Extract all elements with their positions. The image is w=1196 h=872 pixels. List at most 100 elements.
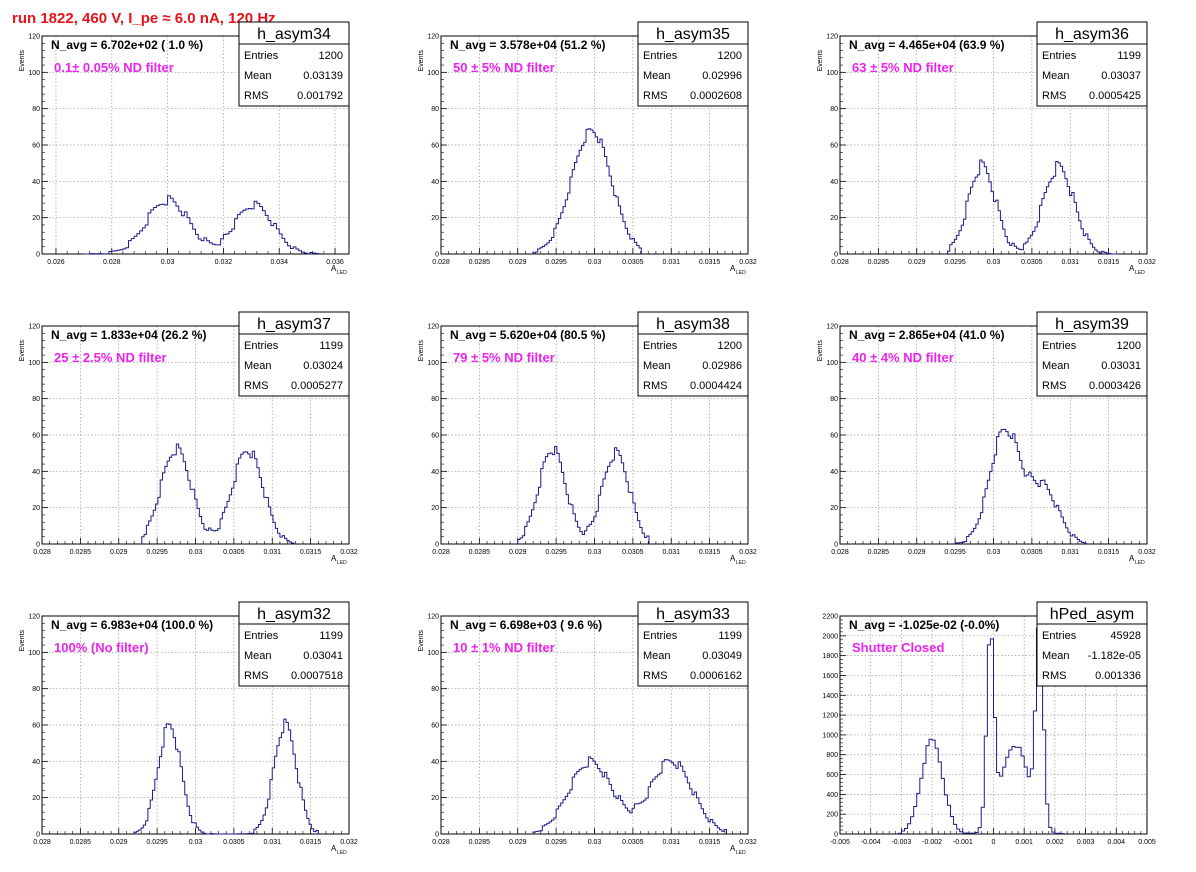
filter-label: 40 ± 4% ND filter: [852, 350, 954, 365]
histogram-name: h_asym39: [1055, 316, 1129, 333]
x-tick-label: 0.032: [215, 259, 233, 266]
x-tick-label: 0.0305: [622, 839, 644, 846]
y-tick-label: 40: [32, 469, 40, 476]
stat-value: 1199: [319, 340, 343, 352]
y-tick-label: 60: [32, 723, 40, 730]
x-axis-label-sub: LED: [337, 270, 347, 276]
y-tick-label: 60: [32, 143, 40, 150]
n-avg-label: N_avg = 6.698e+03 ( 9.6 %): [450, 618, 602, 632]
x-tick-label: 0.029: [509, 549, 527, 556]
x-tick-label: 0.03: [189, 839, 203, 846]
x-tick-label: 0.0315: [699, 259, 721, 266]
histogram-line: [517, 445, 650, 544]
x-tick-label: 0: [992, 839, 996, 846]
y-tick-label: 600: [826, 772, 838, 779]
stat-label: Entries: [244, 630, 279, 642]
y-axis-label: Events: [19, 630, 26, 652]
y-tick-label: 60: [431, 143, 439, 150]
histogram-name: h_asym38: [656, 316, 730, 333]
stat-value: 0.02986: [702, 360, 742, 372]
x-tick-label: 0.0295: [944, 549, 966, 556]
x-tick-label: 0.0295: [545, 839, 567, 846]
stat-value: -1.182e-05: [1088, 650, 1141, 662]
run-title: run 1822, 460 V, I_pe ≈ 6.0 nA, 120 Hz: [12, 10, 276, 27]
x-tick-label: 0.005: [1138, 839, 1156, 846]
x-tick-label: 0.031: [662, 259, 680, 266]
stat-value: 0.03037: [1101, 70, 1141, 82]
x-tick-label: 0.0315: [1098, 549, 1120, 556]
x-tick-label: 0.031: [263, 839, 281, 846]
filter-label: 79 ± 5% ND filter: [453, 350, 555, 365]
y-tick-label: 0: [36, 252, 40, 259]
stat-label: Mean: [643, 70, 671, 82]
n-avg-label: N_avg = 2.865e+04 (41.0 %): [849, 328, 1004, 342]
x-tick-label: 0.032: [1138, 259, 1156, 266]
x-tick-label: 0.036: [326, 259, 344, 266]
stats-box: [637, 601, 749, 687]
histogram-name: h_asym37: [257, 316, 331, 333]
histogram-line: [897, 627, 1065, 835]
y-tick-label: 80: [830, 106, 838, 113]
stat-label: Entries: [244, 50, 279, 62]
x-tick-label: 0.001: [1015, 839, 1033, 846]
y-tick-label: 2000: [822, 633, 838, 640]
filter-label: Shutter Closed: [852, 640, 945, 655]
x-axis-label: A: [1129, 264, 1135, 273]
x-tick-label: 0.0285: [70, 839, 92, 846]
y-tick-label: 200: [826, 812, 838, 819]
x-tick-label: 0.0305: [622, 549, 644, 556]
y-tick-label: 40: [32, 179, 40, 186]
stat-label: Mean: [1042, 650, 1070, 662]
y-tick-label: 0: [435, 832, 439, 839]
x-tick-label: 0.0295: [545, 549, 567, 556]
stat-label: Mean: [1042, 70, 1070, 82]
stat-value: 0.03031: [1101, 360, 1141, 372]
x-tick-label: 0.0305: [1021, 549, 1043, 556]
x-tick-label: 0.032: [739, 549, 757, 556]
histogram-panel-h_asym38: 0.028 0.0285 0.029 0.0295 0.03 0.0305 0.031 0.0…: [418, 311, 757, 566]
histogram-panel-hPed_asym: -0.005 -0.004 -0.003 -0.002 -0.001 0 0.001 0.00…: [822, 601, 1156, 846]
histogram-line: [141, 443, 297, 545]
y-axis-label: Events: [418, 340, 425, 362]
stat-value: 0.0005277: [291, 380, 343, 392]
stat-value: 1200: [718, 340, 742, 352]
y-tick-label: 80: [32, 686, 40, 693]
n-avg-label: N_avg = 5.620e+04 (80.5 %): [450, 328, 605, 342]
x-tick-label: -0.004: [861, 839, 881, 846]
y-tick-label: 60: [830, 143, 838, 150]
y-tick-label: 20: [431, 795, 439, 802]
y-tick-label: 60: [431, 433, 439, 440]
y-tick-label: 800: [826, 752, 838, 759]
y-tick-label: 40: [431, 469, 439, 476]
x-tick-label: 0.028: [33, 549, 51, 556]
y-tick-label: 100: [826, 70, 838, 77]
x-tick-label: 0.028: [432, 839, 450, 846]
stat-value: 0.02996: [702, 70, 742, 82]
y-tick-label: 100: [28, 360, 40, 367]
stats-box: [1036, 21, 1148, 107]
y-tick-label: 60: [830, 433, 838, 440]
stat-label: RMS: [244, 90, 268, 102]
stat-value: 1199: [1117, 50, 1141, 62]
stat-label: RMS: [1042, 380, 1066, 392]
x-tick-label: 0.031: [1061, 259, 1079, 266]
stat-label: Entries: [244, 340, 279, 352]
y-tick-label: 20: [830, 505, 838, 512]
y-axis-label: Events: [19, 340, 26, 362]
y-tick-label: 20: [32, 795, 40, 802]
x-tick-label: 0.031: [1061, 549, 1079, 556]
stat-label: RMS: [1042, 670, 1066, 682]
stat-value: 1200: [1117, 340, 1141, 352]
y-tick-label: 80: [431, 686, 439, 693]
y-tick-label: 80: [32, 106, 40, 113]
stat-value: 0.0005425: [1089, 90, 1141, 102]
y-tick-label: 100: [427, 70, 439, 77]
histogram-line: [532, 756, 728, 834]
x-tick-label: 0.0315: [699, 839, 721, 846]
x-tick-label: 0.03: [588, 839, 602, 846]
histogram-panel-h_asym39: 0.028 0.0285 0.029 0.0295 0.03 0.0305 0.031 0.0…: [817, 311, 1156, 566]
histogram-panel-h_asym35: 0.028 0.0285 0.029 0.0295 0.03 0.0305 0.031 0.0…: [418, 21, 757, 276]
x-tick-label: 0.0285: [868, 549, 890, 556]
histogram-line: [83, 195, 322, 255]
